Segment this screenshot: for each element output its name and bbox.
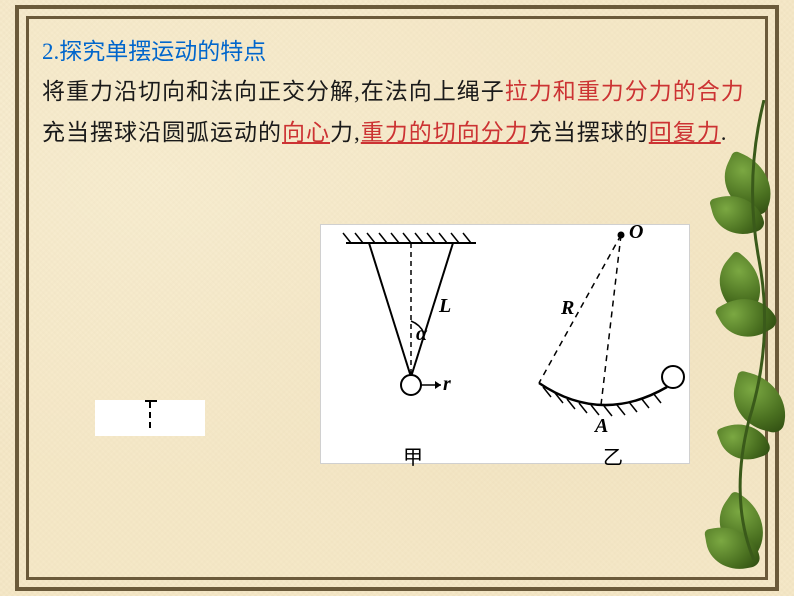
label-O: O [629, 221, 643, 244]
paragraph: 将重力沿切向和法向正交分解,在法向上绳子拉力和重力分力的合力充当摆球沿圆弧运动的… [42, 72, 752, 153]
label-r: r [443, 373, 451, 396]
text-segment: 充当摆球沿圆弧运动的 [42, 120, 282, 145]
underline-text: 回复力 [649, 120, 721, 145]
highlight-text: 拉力和重力分力的合力 [505, 79, 745, 104]
section-title: 2.探究单摆运动的特点 [42, 32, 752, 72]
text-segment: 力, [330, 120, 361, 145]
small-diagram-box [95, 400, 205, 436]
caption-jia: 甲 [403, 441, 423, 470]
label-L: L [439, 295, 451, 318]
dashed-mark-icon [149, 402, 151, 428]
label-alpha: α [416, 323, 427, 346]
label-R: R [561, 297, 574, 320]
text-segment: . [721, 120, 728, 145]
physics-diagram: L α r O R A 甲 乙 [320, 224, 690, 464]
underline-text: 向心 [282, 120, 330, 145]
diagram-svg [321, 225, 691, 465]
label-A: A [595, 415, 608, 438]
underline-text: 重力的切向分力 [361, 120, 529, 145]
caption-yi: 乙 [603, 441, 623, 470]
text-segment: 将重力沿切向和法向正交分解,在法向上绳子 [42, 79, 505, 104]
text-segment: 充当摆球的 [529, 120, 649, 145]
text-content: 2.探究单摆运动的特点 将重力沿切向和法向正交分解,在法向上绳子拉力和重力分力的… [42, 32, 752, 153]
